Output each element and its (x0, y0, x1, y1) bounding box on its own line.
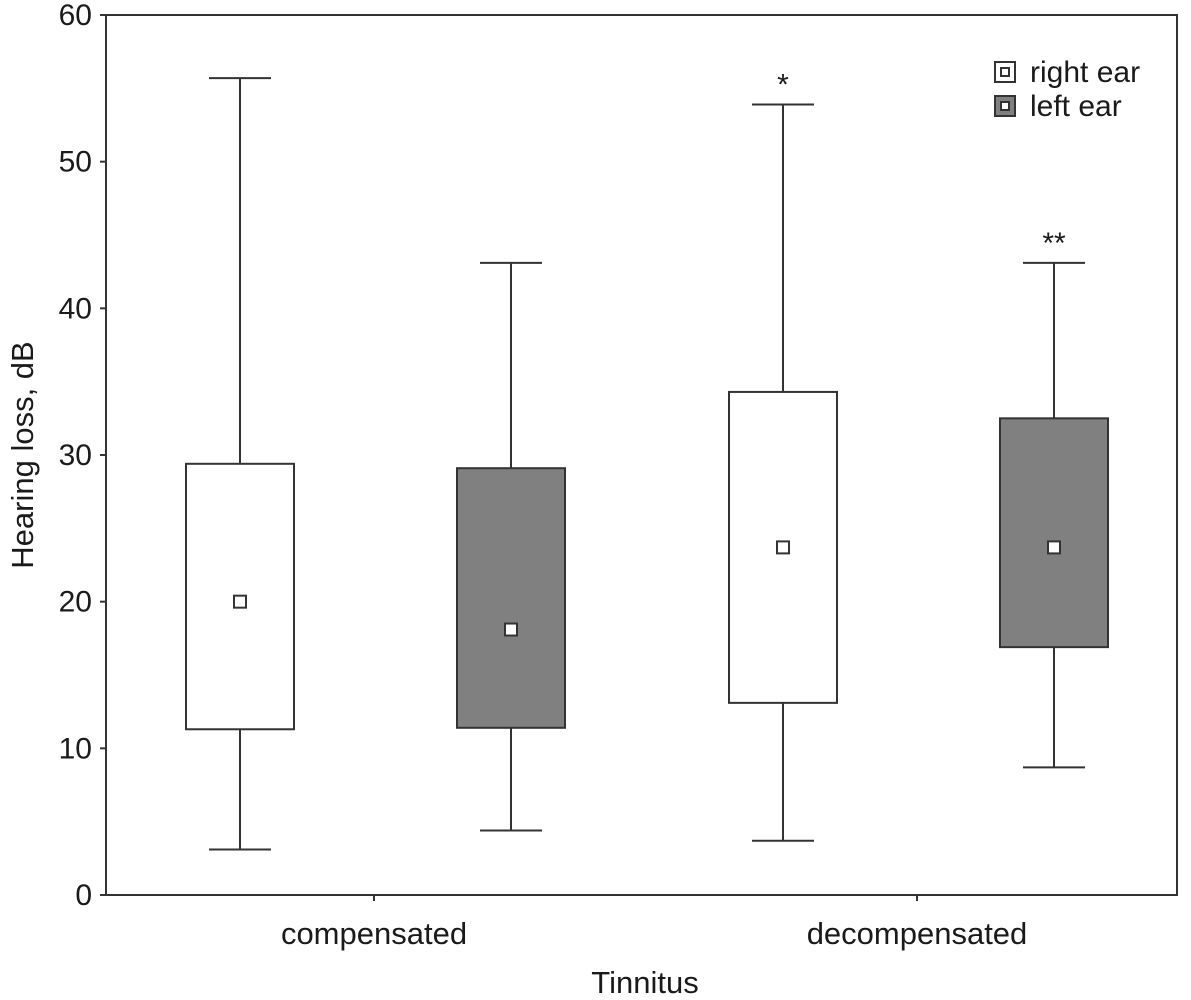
box-right-compensated (185, 77, 295, 851)
y-tick-label: 30 (59, 439, 92, 472)
x-tick-label: compensated (281, 916, 467, 951)
y-tick-label: 50 (59, 146, 92, 179)
box-left-decompensated: ** (999, 227, 1109, 769)
y-axis: 0 10 20 30 40 50 60 (59, 0, 106, 912)
y-tick-label: 0 (75, 879, 92, 912)
significance-label: * (777, 68, 789, 101)
y-axis-title: Hearing loss, dB (5, 341, 40, 568)
legend: right ear left ear (994, 56, 1140, 123)
x-axis: compensated decompensated (281, 895, 1027, 951)
y-tick-label: 20 (59, 586, 92, 619)
x-tick-label: decompensated (807, 916, 1028, 951)
y-tick-label: 40 (59, 292, 92, 325)
box-left-compensated (456, 261, 566, 832)
box-iqr (999, 417, 1109, 649)
y-tick-label: 10 (59, 732, 92, 765)
x-axis-title: Tinnitus (591, 965, 698, 1000)
center-marker (504, 622, 518, 637)
legend-label-right-ear: right ear (1030, 56, 1140, 89)
significance-label: ** (1042, 227, 1066, 260)
box-iqr (456, 467, 566, 729)
y-tick-label: 60 (59, 0, 92, 32)
center-marker (233, 594, 247, 609)
legend-label-left-ear: left ear (1030, 90, 1122, 123)
center-marker (1047, 540, 1061, 555)
box-series: *** (185, 68, 1109, 851)
center-marker (776, 540, 790, 555)
box-right-decompensated: * (728, 68, 838, 842)
